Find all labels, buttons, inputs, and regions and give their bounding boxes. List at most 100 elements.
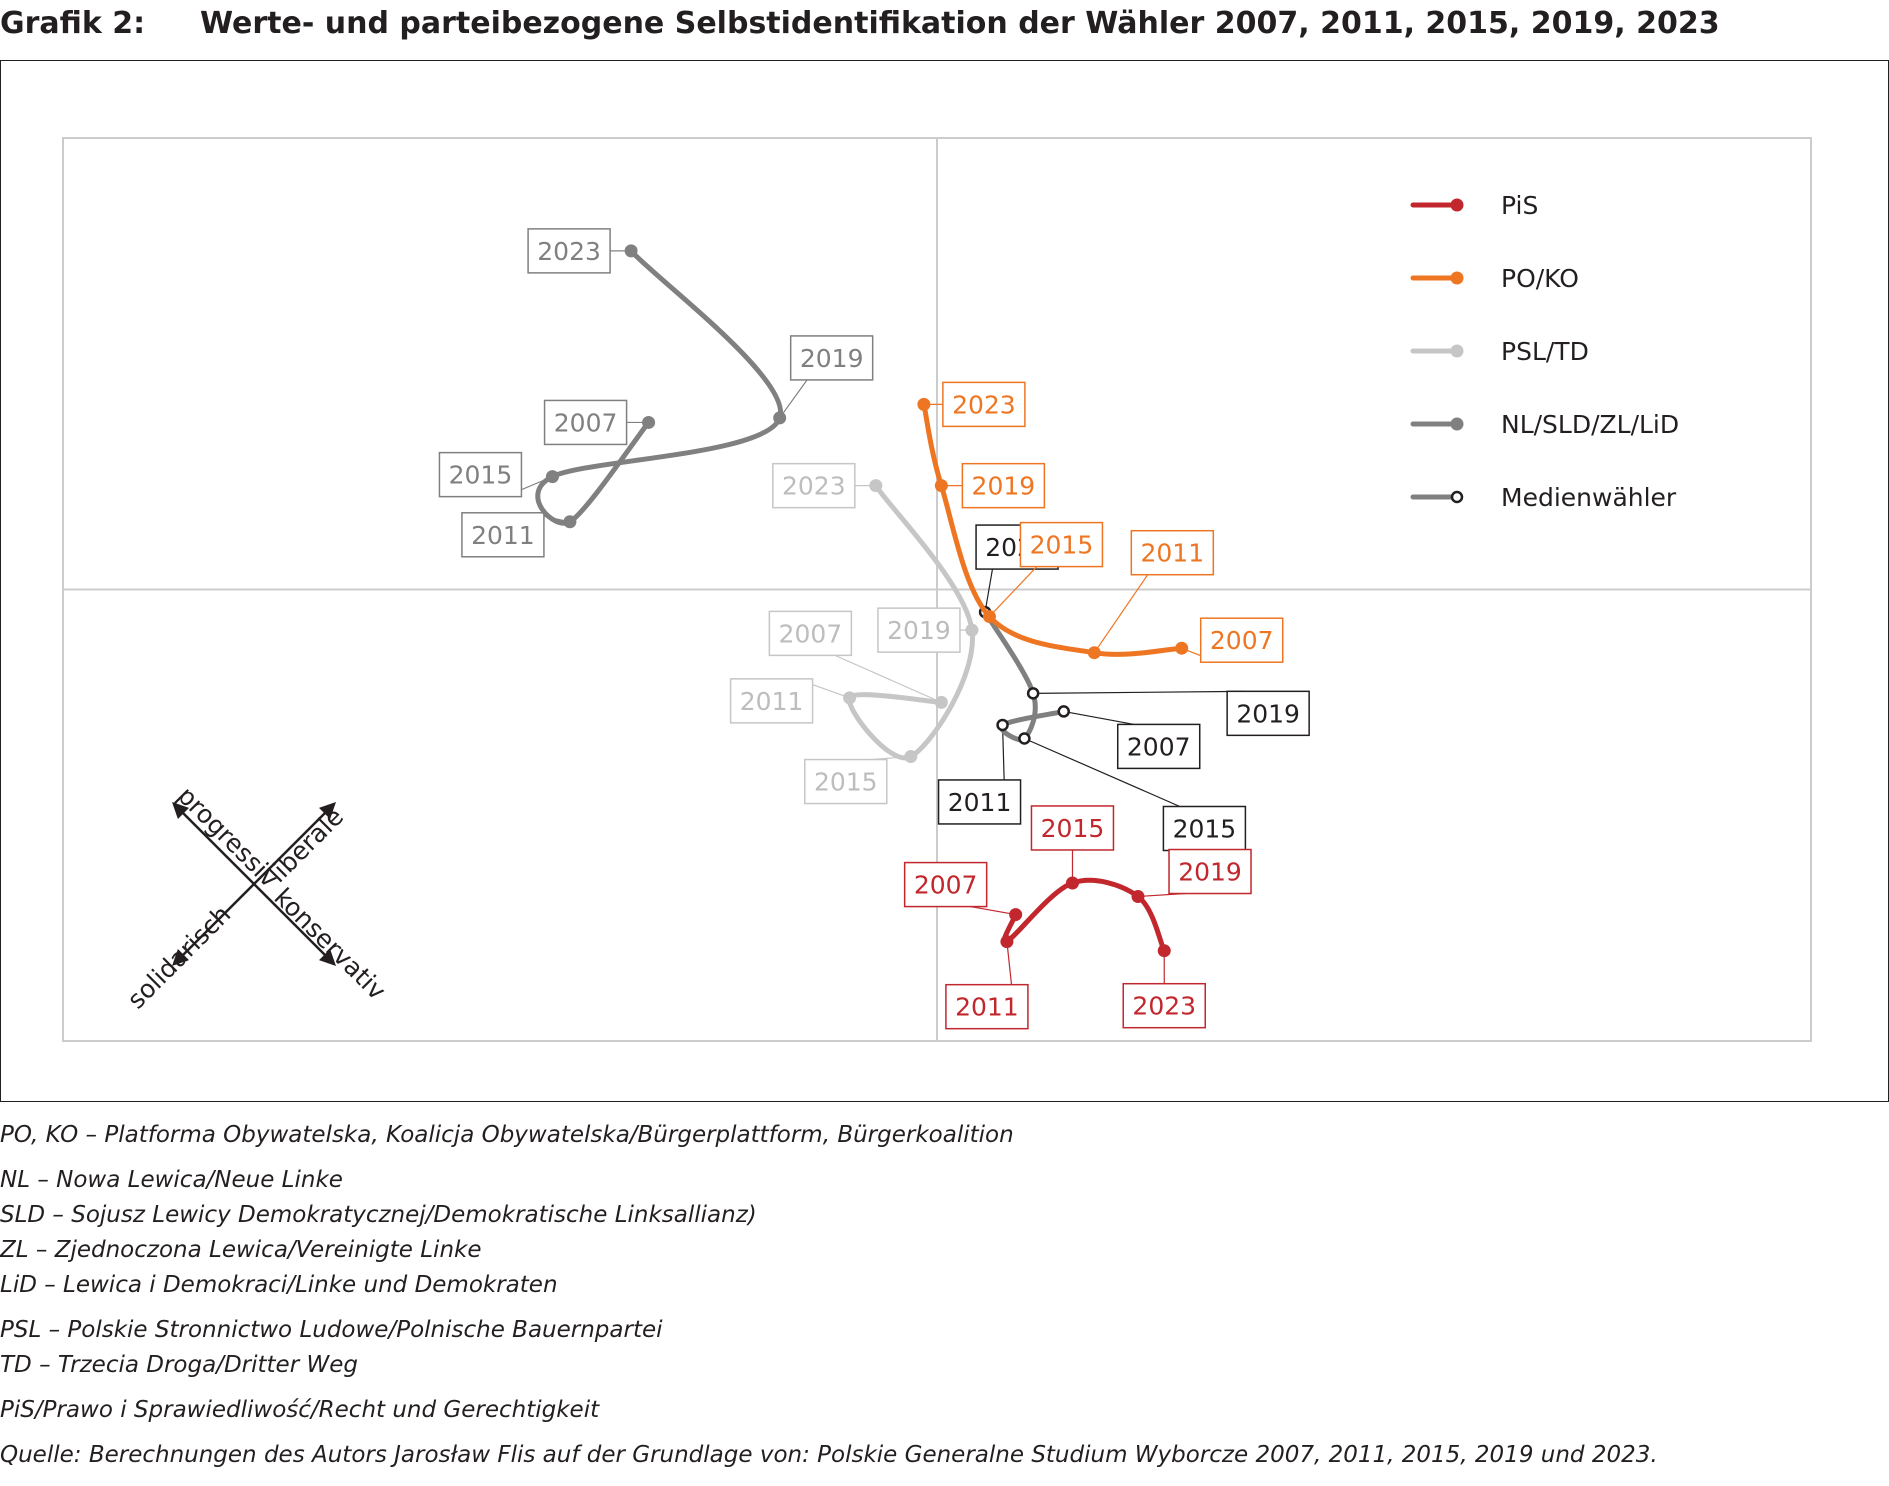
- medienw-hler-data-label-2019: 2019: [1236, 699, 1300, 728]
- psl-td-label-box-2019: [877, 607, 961, 653]
- medienw-hler-label-box-2007: [1116, 723, 1201, 770]
- medienw-hler-data-label-2011: 2011: [948, 788, 1012, 817]
- axis-label-down-left: solidarisch: [122, 900, 237, 1015]
- note-psl: PSL – Polskie Stronnictwo Ludowe/Polnisc…: [0, 1317, 663, 1343]
- psl-td-point-2019: [965, 623, 979, 637]
- medienw-hler-point-2019: [1026, 687, 1040, 700]
- nl-sld-zl-lid-data-label-2023: 2023: [537, 237, 601, 266]
- nl-sld-zl-lid-data-label-2015: 2015: [449, 461, 513, 490]
- medienw-hler-point-2011: [996, 718, 1009, 732]
- note-zl: ZL – Zjednoczona Lewica/Vereinigte Linke: [0, 1237, 482, 1263]
- nl-sld-zl-lid-data-label-2019: 2019: [800, 344, 864, 373]
- pis-data-label-2007: 2007: [914, 871, 978, 900]
- po-ko-point-2015: [982, 610, 996, 624]
- note-source: Quelle: Berechnungen des Autors Jarosław…: [0, 1442, 1658, 1468]
- axis-label-up-right: liberale: [263, 802, 349, 888]
- nl-sld-zl-lid-point-2019: [773, 411, 787, 425]
- pis-data-label-2011: 2011: [955, 993, 1019, 1022]
- po-ko-data-label-2019: 2019: [972, 472, 1036, 501]
- nl-sld-zl-lid-label-box-2007: [543, 399, 628, 446]
- nl-sld-zl-lid-data-label-2007: 2007: [554, 408, 618, 437]
- nl-sld-zl-lid-label-box-2019: [789, 335, 874, 381]
- po-ko-data-label-2007: 2007: [1210, 626, 1274, 655]
- legend-marker-nl-sld-zl-lid: [1450, 417, 1464, 431]
- medienw-hler-label-box-2019: [1226, 690, 1310, 737]
- nl-sld-zl-lid-series-line: [535, 248, 783, 526]
- nl-sld-zl-lid-label-box-2023: [527, 228, 611, 274]
- medienw-hler-leader-2019: [1033, 690, 1244, 694]
- medienw-hler-series-line: [982, 609, 1067, 743]
- psl-td-leader-2007: [834, 654, 942, 703]
- axis-label-up-left: progressiv: [172, 781, 284, 893]
- footnotes: PO, KO – Platforma Obywatelska, Koalicja…: [0, 1118, 1880, 1473]
- chart-frame: 2007 2011 2015 2019 2023 2007 2011 2015 2019 2023…: [0, 60, 1889, 1102]
- note-pis: PiS/Prawo i Sprawiedliwość/Recht und Ger…: [0, 1397, 600, 1423]
- pis-data-label-2015: 2015: [1041, 814, 1105, 843]
- psl-td-label-box-2007: [768, 610, 853, 657]
- pis-point-2015: [1065, 876, 1079, 890]
- note-sld: SLD – Sojusz Lewicy Demokratycznej/Demok…: [0, 1202, 757, 1228]
- note-po-ko: PO, KO – Platforma Obywatelska, Koalicja…: [0, 1122, 1014, 1148]
- psl-td-point-2011: [843, 691, 857, 705]
- pis-label-box-2015: [1030, 805, 1115, 851]
- medienw-hler-leader-2007: [1063, 710, 1135, 725]
- axis-arrowhead-down-right: [319, 949, 336, 966]
- psl-td-label-box-2011: [729, 678, 814, 724]
- pis-data-label-2019: 2019: [1178, 858, 1242, 887]
- po-ko-label-box-2007: [1199, 617, 1284, 663]
- nl-sld-zl-lid-point-2023: [624, 244, 638, 258]
- psl-td-series-line: [846, 483, 975, 761]
- psl-td-point-2023: [869, 479, 883, 493]
- pis-point-2023: [1157, 944, 1171, 958]
- medienw-hler-label-box-2015: [1162, 805, 1247, 852]
- axis-arrow-down-left: [179, 883, 255, 959]
- psl-td-data-label-2019: 2019: [887, 616, 951, 645]
- figure-title: Werte- und parteibezogene Selbstidentifi…: [200, 6, 1720, 41]
- psl-td-label-box-2015: [804, 758, 888, 805]
- po-ko-point-2007: [1175, 641, 1189, 655]
- note-lid: LiD – Lewica i Demokraci/Linke und Demok…: [0, 1272, 558, 1298]
- nl-sld-zl-lid-point-2011: [563, 515, 577, 529]
- pis-label-box-2011: [945, 983, 1029, 1030]
- pis-point-2019: [1131, 890, 1145, 904]
- medienw-hler-label-box-2011: [937, 779, 1022, 825]
- medienw-hler-data-label-2007: 2007: [1127, 732, 1191, 761]
- pis-label-box-2019: [1168, 848, 1252, 895]
- po-ko-label-box-2019: [961, 462, 1046, 509]
- po-ko-point-2011: [1087, 646, 1101, 660]
- po-ko-label-box-2023: [942, 381, 1026, 428]
- po-ko-leader-2011: [1093, 574, 1149, 654]
- pis-data-label-2023: 2023: [1132, 992, 1196, 1021]
- medienw-hler-data-label-2015: 2015: [1173, 814, 1237, 843]
- axis-arrowhead-down-left: [172, 949, 189, 966]
- legend-marker-pis: [1450, 198, 1464, 212]
- psl-td-label-box-2023: [772, 462, 856, 509]
- medienw-hler-leader-2011: [1001, 724, 1005, 780]
- po-ko-data-label-2011: 2011: [1141, 539, 1205, 568]
- nl-sld-zl-lid-label-box-2011: [461, 512, 545, 558]
- po-ko-data-label-2015: 2015: [1030, 531, 1094, 560]
- psl-td-data-label-2011: 2011: [740, 687, 804, 716]
- legend-label-nl-sld-zl-lid: NL/SLD/ZL/LiD: [1501, 410, 1679, 439]
- note-td: TD – Trzecia Droga/Dritter Weg: [0, 1352, 358, 1378]
- axis-arrow-up-left: [179, 809, 255, 885]
- axis-arrowhead-up-right: [319, 802, 336, 819]
- nl-sld-zl-lid-leader-2019: [779, 379, 808, 419]
- psl-td-data-label-2015: 2015: [814, 768, 878, 797]
- po-ko-data-label-2023: 2023: [952, 390, 1016, 419]
- psl-td-data-label-2007: 2007: [779, 619, 843, 648]
- medienw-hler-leader-2015: [1024, 737, 1181, 808]
- nl-sld-zl-lid-point-2007: [642, 415, 656, 429]
- nl-sld-zl-lid-label-box-2015: [438, 451, 523, 498]
- note-nl: NL – Nowa Lewica/Neue Linke: [0, 1167, 343, 1193]
- legend-marker-po-ko: [1450, 271, 1464, 285]
- pis-point-2007: [1009, 908, 1023, 922]
- legend-marker-psl-td: [1450, 344, 1464, 358]
- axis-arrow-up-right: [253, 809, 329, 885]
- psl-td-point-2007: [934, 695, 948, 709]
- legend-label-medienw-hler: Medienwähler: [1501, 483, 1677, 512]
- medienw-hler-point-2015: [1018, 732, 1031, 745]
- medienw-hler-leader-2023: [984, 568, 994, 613]
- axis-arrow-down-right: [253, 883, 329, 959]
- psl-td-point-2015: [904, 750, 918, 764]
